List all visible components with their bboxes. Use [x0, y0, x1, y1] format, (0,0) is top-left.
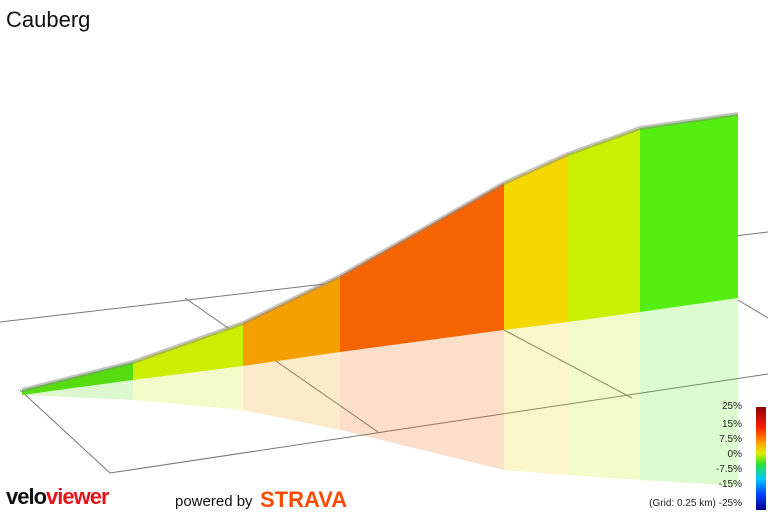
- logo-velo: velo: [6, 484, 47, 509]
- legend-footer: (Grid: 0.25 km) -25%: [649, 498, 742, 509]
- legend-label: -7.5%: [715, 464, 742, 475]
- legend-label: 0%: [727, 449, 742, 460]
- strava-logo[interactable]: STRAVA: [260, 487, 348, 512]
- profile-walls: [21, 112, 739, 395]
- legend-label: -25%: [718, 498, 742, 509]
- legend-label: 15%: [721, 419, 742, 430]
- color-scale: [756, 407, 766, 510]
- legend-label: 7.5%: [719, 434, 742, 445]
- shadow: [22, 298, 738, 486]
- grid-note: (Grid: 0.25 km): [649, 498, 716, 509]
- legend-label: 25%: [721, 401, 742, 412]
- title: Cauberg: [6, 7, 91, 32]
- logo-viewer: viewer: [46, 484, 109, 509]
- logo[interactable]: veloviewer: [6, 484, 110, 510]
- powered-by: powered by: [175, 493, 253, 510]
- legend-label: -15%: [718, 479, 742, 490]
